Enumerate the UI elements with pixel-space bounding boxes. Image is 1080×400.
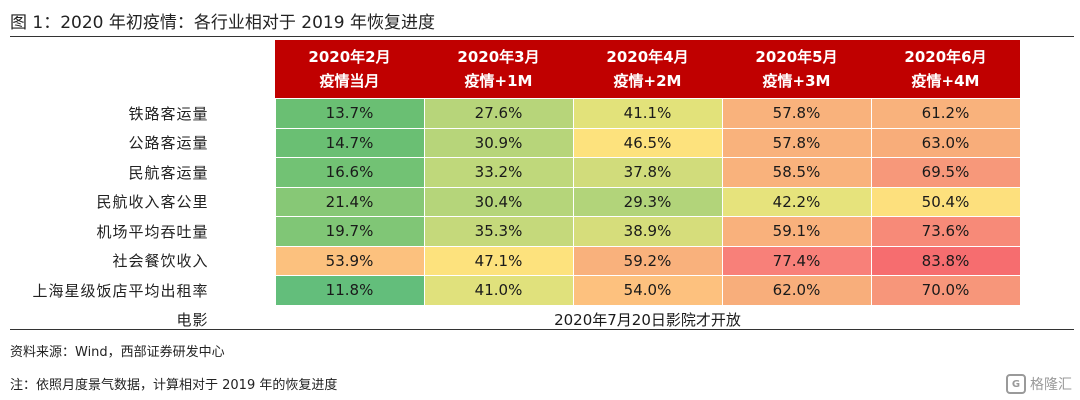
table-row: 铁路客运量 13.7% 27.6% 41.1% 57.8% 61.2%	[10, 98, 1021, 129]
watermark-text: 格隆汇	[1030, 377, 1072, 393]
heat-cell: 47.1%	[423, 245, 574, 276]
heat-cell: 57.8%	[721, 98, 872, 129]
heat-cell: 77.4%	[721, 245, 872, 276]
heat-cell: 33.2%	[423, 157, 574, 188]
heat-cell: 27.6%	[423, 98, 574, 129]
movie-reopen-note: 2020年7月20日影院才开放	[274, 304, 1021, 335]
col-header: 2020年6月 疫情+4M	[871, 40, 1020, 99]
row-label: 民航收入客公里	[96, 193, 209, 212]
heat-cell: 11.8%	[274, 275, 425, 306]
heat-cell: 21.4%	[274, 186, 425, 217]
heat-cell: 42.2%	[721, 186, 872, 217]
heat-cell: 63.0%	[870, 127, 1021, 158]
heat-cell: 46.5%	[572, 127, 723, 158]
table-row: 上海星级饭店平均出租率 11.8% 41.0% 54.0% 62.0% 70.0%	[10, 275, 1021, 306]
table-row: 机场平均吞吐量 19.7% 35.3% 38.9% 59.1% 73.6%	[10, 216, 1021, 247]
row-label: 电影	[176, 311, 209, 330]
heat-cell: 41.0%	[423, 275, 574, 306]
heat-cell: 53.9%	[274, 245, 425, 276]
row-label: 社会餐饮收入	[112, 252, 209, 271]
heat-cell: 38.9%	[572, 216, 723, 247]
header-row: 2020年2月 疫情当月 2020年3月 疫情+1M 2020年4月 疫情+2M 20…	[10, 40, 1020, 99]
heat-cell: 13.7%	[274, 98, 425, 129]
heat-cell: 62.0%	[721, 275, 872, 306]
heat-cell: 29.3%	[572, 186, 723, 217]
heat-cell: 35.3%	[423, 216, 574, 247]
recovery-heatmap-table: 2020年2月 疫情当月 2020年3月 疫情+1M 2020年4月 疫情+2M 20…	[10, 40, 1021, 335]
table-row: 公路客运量 14.7% 30.9% 46.5% 57.8% 63.0%	[10, 127, 1021, 158]
heat-cell: 73.6%	[870, 216, 1021, 247]
heat-cell: 41.1%	[572, 98, 723, 129]
heat-cell: 61.2%	[870, 98, 1021, 129]
watermark: G 格隆汇	[1006, 374, 1072, 394]
heat-cell: 50.4%	[870, 186, 1021, 217]
heat-cell: 54.0%	[572, 275, 723, 306]
table-row-movie: 电影 2020年7月20日影院才开放	[10, 304, 1021, 335]
table-row: 社会餐饮收入 53.9% 47.1% 59.2% 77.4% 83.8%	[10, 245, 1021, 276]
row-label: 民航客运量	[128, 163, 209, 182]
col-header: 2020年2月 疫情当月	[275, 40, 424, 99]
table-row: 民航收入客公里 21.4% 30.4% 29.3% 42.2% 50.4%	[10, 186, 1021, 217]
watermark-logo-icon: G	[1006, 374, 1026, 394]
heat-cell: 59.1%	[721, 216, 872, 247]
col-header: 2020年3月 疫情+1M	[424, 40, 573, 99]
heat-cell: 57.8%	[721, 127, 872, 158]
source-note: 资料来源：Wind，西部证券研发中心	[10, 345, 225, 360]
row-label: 公路客运量	[128, 134, 209, 153]
row-label: 机场平均吞吐量	[96, 222, 209, 241]
row-label: 上海星级饭店平均出租率	[32, 281, 209, 300]
heat-cell: 14.7%	[274, 127, 425, 158]
col-header: 2020年5月 疫情+3M	[722, 40, 871, 99]
heat-cell: 19.7%	[274, 216, 425, 247]
table-row: 民航客运量 16.6% 33.2% 37.8% 58.5% 69.5%	[10, 157, 1021, 188]
heat-cell: 69.5%	[870, 157, 1021, 188]
col-header: 2020年4月 疫情+2M	[573, 40, 722, 99]
header-corner	[10, 40, 275, 99]
heat-cell: 70.0%	[870, 275, 1021, 306]
heat-cell: 30.9%	[423, 127, 574, 158]
heat-cell: 30.4%	[423, 186, 574, 217]
heat-cell: 59.2%	[572, 245, 723, 276]
bottom-rule	[10, 329, 1074, 330]
heat-cell: 16.6%	[274, 157, 425, 188]
heat-cell: 83.8%	[870, 245, 1021, 276]
footnote: 注：依照月度景气数据，计算相对于 2019 年的恢复进度	[10, 378, 338, 393]
figure-title: 图 1：2020 年初疫情：各行业相对于 2019 年恢复进度	[10, 13, 435, 33]
heat-cell: 37.8%	[572, 157, 723, 188]
top-rule	[10, 36, 1074, 37]
row-label: 铁路客运量	[128, 104, 209, 123]
heat-cell: 58.5%	[721, 157, 872, 188]
